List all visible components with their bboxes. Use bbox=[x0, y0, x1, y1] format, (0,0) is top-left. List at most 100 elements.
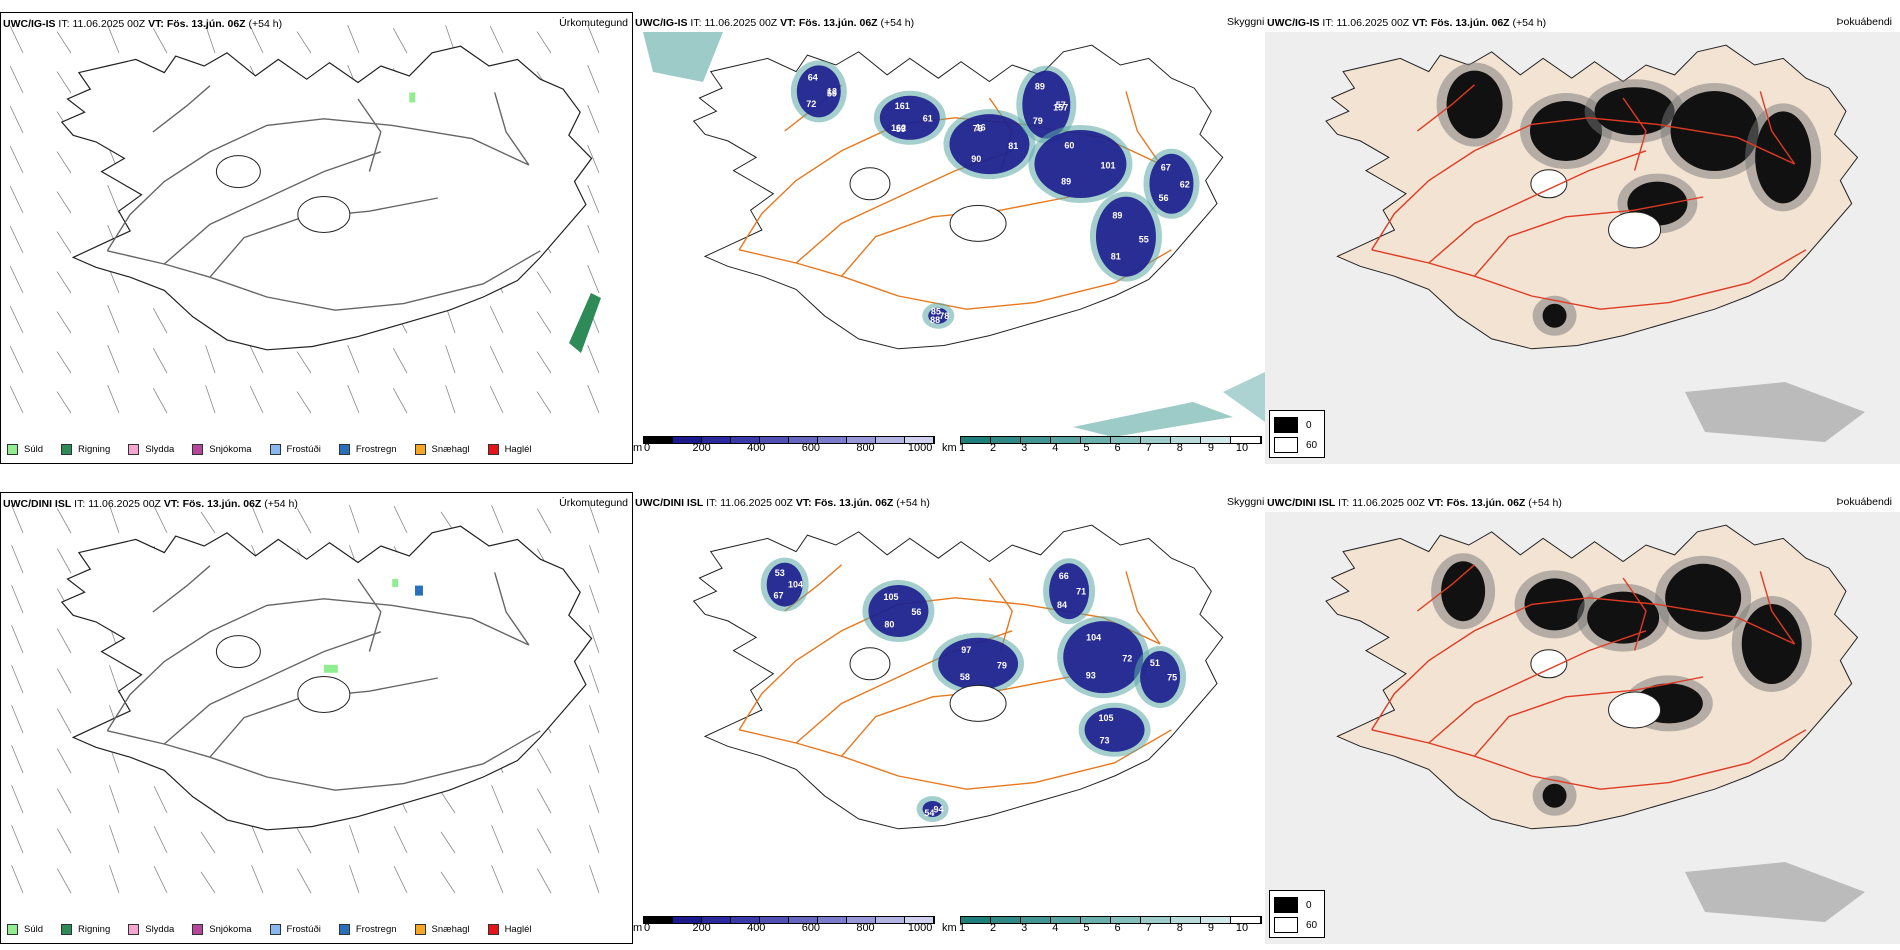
legend-swatch bbox=[192, 924, 204, 935]
visibility-panel-top: UWC/IG-IS IT: 11.06.2025 00Z VT: Fös. 13… bbox=[633, 12, 1265, 464]
fog-area bbox=[1755, 111, 1812, 204]
fog-area bbox=[1524, 578, 1585, 631]
colorbar-bin bbox=[702, 917, 731, 923]
legend-item: Frostúði bbox=[269, 444, 321, 455]
visibility-value-label: 88 bbox=[930, 315, 940, 325]
elevation-colorbar: m 0 200 400 600 800 1000 bbox=[633, 436, 938, 456]
wind-barb bbox=[589, 505, 600, 534]
road bbox=[106, 598, 530, 732]
road bbox=[1428, 630, 1647, 744]
fog-area bbox=[1587, 591, 1660, 644]
precip-area-sudd bbox=[409, 92, 416, 103]
wind-barb bbox=[56, 191, 72, 214]
colorbar-bin bbox=[644, 917, 673, 923]
colorbar-bin bbox=[818, 917, 847, 923]
elevation-colorbar: m 0 200 400 600 800 1000 bbox=[633, 916, 938, 936]
road bbox=[1416, 84, 1475, 132]
legend-item: Súld bbox=[7, 444, 43, 455]
wind-barb bbox=[589, 665, 600, 694]
colorbar-tick: 1000 bbox=[907, 922, 933, 934]
mountain-area bbox=[796, 65, 841, 118]
low-visibility-area bbox=[1223, 372, 1265, 422]
wind-barb bbox=[9, 385, 24, 414]
legend-label: Snæhagl bbox=[431, 444, 470, 455]
fog-area bbox=[1446, 70, 1503, 139]
legend-swatch bbox=[128, 924, 140, 935]
colorbar-bin bbox=[789, 437, 818, 443]
visibility-value-label: 79 bbox=[997, 660, 1007, 670]
mountain-area bbox=[879, 95, 940, 140]
legend-label: Slydda bbox=[145, 924, 175, 935]
colorbar-strip bbox=[960, 916, 1262, 924]
glacier-outline bbox=[849, 167, 891, 201]
visibility-value-label: 62 bbox=[1180, 179, 1190, 189]
visibility-value-label: 80 bbox=[884, 620, 894, 630]
colorbar-bin bbox=[1201, 917, 1231, 923]
colorbar-tick: 1000 bbox=[907, 442, 933, 454]
road bbox=[107, 730, 541, 791]
legend-item: Slydda bbox=[128, 444, 174, 455]
legend-label: Frostregn bbox=[355, 924, 397, 935]
colorbar-bin bbox=[673, 437, 702, 443]
road-network bbox=[1371, 84, 1807, 310]
wind-barb bbox=[9, 65, 24, 94]
legend-item: Haglél bbox=[487, 444, 532, 455]
visibility-value-label: 53 bbox=[775, 568, 785, 578]
colorbar-tick: 1 bbox=[958, 442, 966, 454]
visibility-value-label: 85 bbox=[931, 306, 941, 316]
colorbar-tick: 4 bbox=[1052, 922, 1059, 934]
wind-barb bbox=[56, 151, 72, 174]
mountain-area bbox=[928, 307, 949, 324]
visibility-panel-bottom: UWC/DINI ISL IT: 11.06.2025 00Z VT: Fös.… bbox=[633, 492, 1265, 944]
wind-barb bbox=[153, 506, 168, 534]
legend-swatch bbox=[7, 444, 18, 455]
visibility-value-label: 161 bbox=[895, 101, 910, 111]
visibility-map: 104 80 97 71 93 105 75 54 53 56 58 66 72 73 51 94 67 105 7… bbox=[692, 524, 1224, 830]
glacier-outline bbox=[1608, 691, 1662, 729]
precip-area-frostregn bbox=[414, 585, 423, 596]
colorbar-tick: 10 bbox=[1235, 922, 1249, 934]
mountain-area bbox=[1049, 563, 1090, 620]
panel-header: UWC/IG-IS IT: 11.06.2025 00Z VT: Fös. 13… bbox=[635, 17, 915, 29]
colorbar-bin bbox=[876, 437, 905, 443]
visibility-value-label: 93 bbox=[1086, 671, 1096, 681]
wind-barb bbox=[392, 348, 408, 374]
precip-legend: Súld Rigning Slydda Snjókoma Frostúði Frostre… bbox=[7, 924, 532, 935]
glacier-outline bbox=[949, 204, 1007, 242]
road bbox=[1759, 91, 1796, 165]
colorbar-tick: 5 bbox=[1083, 922, 1090, 934]
wind-barb bbox=[589, 865, 600, 894]
colorbar-bin bbox=[1171, 917, 1201, 923]
wind-barb bbox=[393, 506, 408, 534]
road bbox=[107, 250, 541, 311]
visibility-value-label: 157 bbox=[1053, 103, 1068, 113]
mountain-area bbox=[1022, 70, 1071, 139]
visibility-value-label: 54 bbox=[924, 808, 934, 818]
wind-barb bbox=[251, 504, 264, 534]
wind-barb bbox=[56, 868, 72, 894]
panel-type-title: Þokuábendi bbox=[1836, 496, 1892, 508]
colorbar-strip bbox=[643, 436, 935, 444]
wind-barb bbox=[489, 345, 504, 374]
legend-label: Súld bbox=[24, 444, 44, 455]
wind-barb bbox=[536, 391, 552, 414]
colorbar-bin bbox=[760, 917, 789, 923]
road bbox=[1759, 571, 1796, 645]
road bbox=[841, 196, 1070, 277]
legend-item: Súld bbox=[7, 924, 43, 935]
wind-barb bbox=[440, 871, 456, 894]
visibility-value-label: 57 bbox=[1056, 100, 1066, 110]
legend-swatch bbox=[269, 444, 281, 455]
colorbar-tick: 400 bbox=[747, 922, 766, 934]
colorbar-bin bbox=[818, 437, 847, 443]
panel-type-title: Skyggni bbox=[1227, 496, 1265, 508]
precip-map bbox=[11, 504, 600, 894]
mountain-area bbox=[949, 114, 1030, 175]
road-network bbox=[106, 565, 541, 791]
wind-barb bbox=[109, 665, 120, 694]
wind-barb bbox=[152, 348, 168, 374]
legend-label: Frostúði bbox=[286, 924, 321, 935]
fog-legend: 0 60 bbox=[1269, 890, 1325, 938]
precip-type-panel-bottom: UWC/DINI ISL IT: 11.06.2025 00Z VT: Fös.… bbox=[0, 492, 633, 944]
glacier-outline bbox=[1530, 169, 1568, 199]
